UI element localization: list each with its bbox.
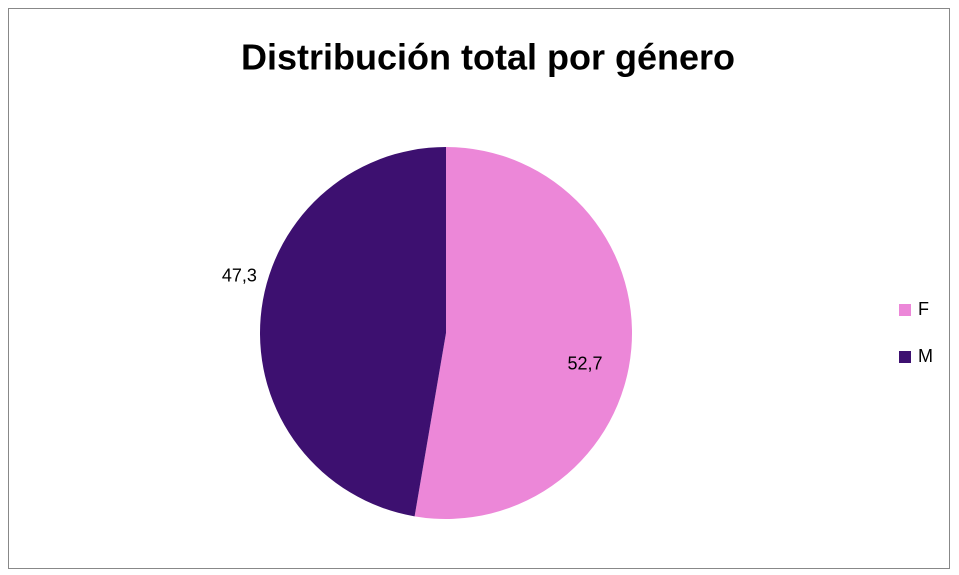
- pie-slice: [414, 147, 632, 519]
- legend-swatch: [899, 351, 911, 363]
- pie-slice: [260, 147, 446, 517]
- chart-title: Distribución total por género: [241, 37, 735, 78]
- legend-label: M: [918, 346, 933, 366]
- data-label: 52,7: [567, 354, 602, 374]
- data-label: 47,3: [222, 266, 257, 286]
- legend-label: F: [918, 299, 929, 319]
- legend-swatch: [899, 304, 911, 316]
